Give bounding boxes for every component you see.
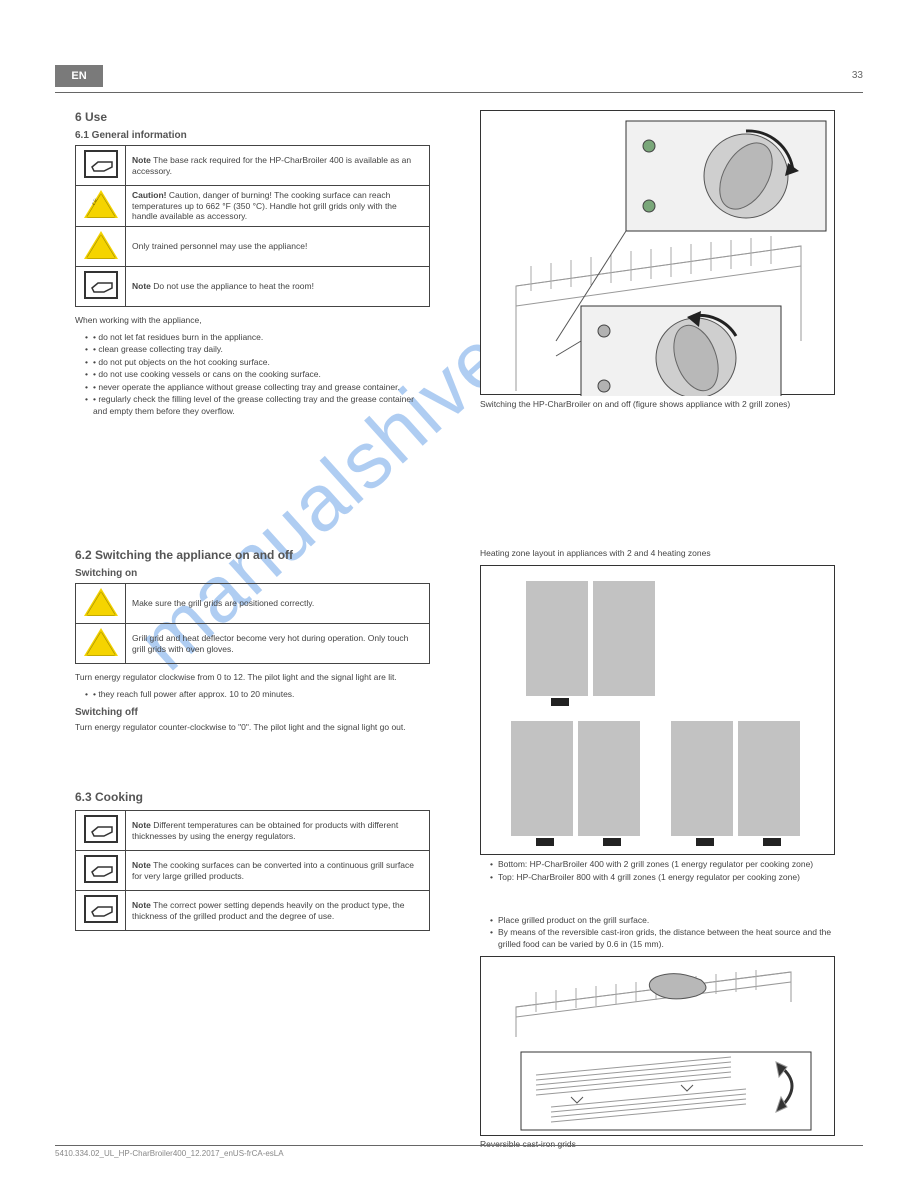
switching-on-table: ! Make sure the grill grids are position… bbox=[75, 583, 430, 664]
list-item: • do not let fat residues burn in the ap… bbox=[85, 332, 430, 343]
figure-caption: Switching the HP-CharBroiler on and off … bbox=[480, 399, 835, 410]
warning-icon: ! bbox=[84, 628, 118, 656]
note-label: Note bbox=[132, 281, 151, 291]
note-label: Note bbox=[132, 820, 151, 830]
language-tab: EN bbox=[55, 65, 103, 87]
note-label: Caution! bbox=[132, 190, 166, 200]
general-info-table: Note The base rack required for the HP-C… bbox=[75, 145, 430, 307]
header-rule bbox=[55, 92, 863, 93]
list-item: • do not use cooking vessels or cans on … bbox=[85, 369, 430, 380]
note-text: The base rack required for the HP-CharBr… bbox=[132, 155, 411, 176]
note-text: Only trained personnel may use the appli… bbox=[126, 226, 430, 266]
switch-on-bullet: • they reach full power after approx. 10… bbox=[75, 689, 430, 700]
figure-heating-zones bbox=[480, 565, 835, 855]
section-6-1: 6.1 General information bbox=[75, 130, 430, 141]
hand-icon bbox=[84, 150, 118, 178]
list-item: • do not put objects on the hot cooking … bbox=[85, 357, 430, 368]
page-number: 33 bbox=[852, 70, 863, 81]
section-6: 6 Use bbox=[75, 110, 430, 124]
note-text: Grill grid and heat deflector become ver… bbox=[126, 624, 430, 664]
heat-warning-icon: ♨ bbox=[84, 190, 118, 218]
warning-icon: ! bbox=[84, 588, 118, 616]
note-label: Note bbox=[132, 900, 151, 910]
heating-intro: Heating zone layout in appliances with 2… bbox=[480, 548, 835, 559]
list-item: • they reach full power after approx. 10… bbox=[85, 689, 430, 700]
switch-off-para: Turn energy regulator counter-clockwise … bbox=[75, 722, 430, 733]
table-row: ! Make sure the grill grids are position… bbox=[76, 584, 430, 624]
hand-icon bbox=[84, 271, 118, 299]
note-text: Caution, danger of burning! The cooking … bbox=[132, 190, 397, 221]
table-row: Note The base rack required for the HP-C… bbox=[76, 146, 430, 186]
working-bullets: • do not let fat residues burn in the ap… bbox=[75, 332, 430, 417]
section-6-2: 6.2 Switching the appliance on and off bbox=[75, 548, 430, 562]
footer: 5410.334.02_UL_HP-CharBroiler400_12.2017… bbox=[55, 1145, 863, 1158]
list-item: By means of the reversible cast-iron gri… bbox=[490, 927, 835, 950]
figure-switch-on-off bbox=[480, 110, 835, 395]
note-text: Different temperatures can be obtained f… bbox=[132, 820, 398, 841]
note-text: Do not use the appliance to heat the roo… bbox=[153, 281, 314, 291]
figure-reversible-grids bbox=[480, 956, 835, 1136]
table-row: ! Only trained personnel may use the app… bbox=[76, 226, 430, 266]
list-item: • clean grease collecting tray daily. bbox=[85, 344, 430, 355]
note-label: Note bbox=[132, 860, 151, 870]
list-item: • regularly check the filling level of t… bbox=[85, 394, 430, 417]
hand-icon bbox=[84, 855, 118, 883]
table-row: Note Do not use the appliance to heat th… bbox=[76, 266, 430, 306]
switch-on-para: Turn energy regulator clockwise from 0 t… bbox=[75, 672, 430, 683]
list-item: Place grilled product on the grill surfa… bbox=[490, 915, 835, 926]
note-text: Make sure the grill grids are positioned… bbox=[126, 584, 430, 624]
table-row: ! Grill grid and heat deflector become v… bbox=[76, 624, 430, 664]
working-intro: When working with the appliance, bbox=[75, 315, 430, 326]
list-item: Top: HP-CharBroiler 800 with 4 grill zon… bbox=[490, 872, 835, 883]
hand-icon bbox=[84, 895, 118, 923]
list-item: Bottom: HP-CharBroiler 400 with 2 grill … bbox=[490, 859, 835, 870]
note-text: The correct power setting depends heavil… bbox=[132, 900, 404, 921]
table-row: Note Different temperatures can be obtai… bbox=[76, 811, 430, 851]
hand-icon bbox=[84, 815, 118, 843]
reversible-bullets: Place grilled product on the grill surfa… bbox=[480, 915, 835, 950]
list-item: • never operate the appliance without gr… bbox=[85, 382, 430, 393]
switching-on-heading: Switching on bbox=[75, 568, 430, 579]
cooking-table: Note Different temperatures can be obtai… bbox=[75, 810, 430, 931]
table-row: Note The cooking surfaces can be convert… bbox=[76, 851, 430, 891]
warning-icon: ! bbox=[84, 231, 118, 259]
note-text: The cooking surfaces can be converted in… bbox=[132, 860, 414, 881]
table-row: Note The correct power setting depends h… bbox=[76, 891, 430, 931]
heating-bullets: Bottom: HP-CharBroiler 400 with 2 grill … bbox=[480, 859, 835, 883]
note-label: Note bbox=[132, 155, 151, 165]
section-6-3: 6.3 Cooking bbox=[75, 790, 430, 804]
table-row: ♨ Caution! Caution, danger of burning! T… bbox=[76, 186, 430, 227]
switching-off-heading: Switching off bbox=[75, 707, 430, 718]
